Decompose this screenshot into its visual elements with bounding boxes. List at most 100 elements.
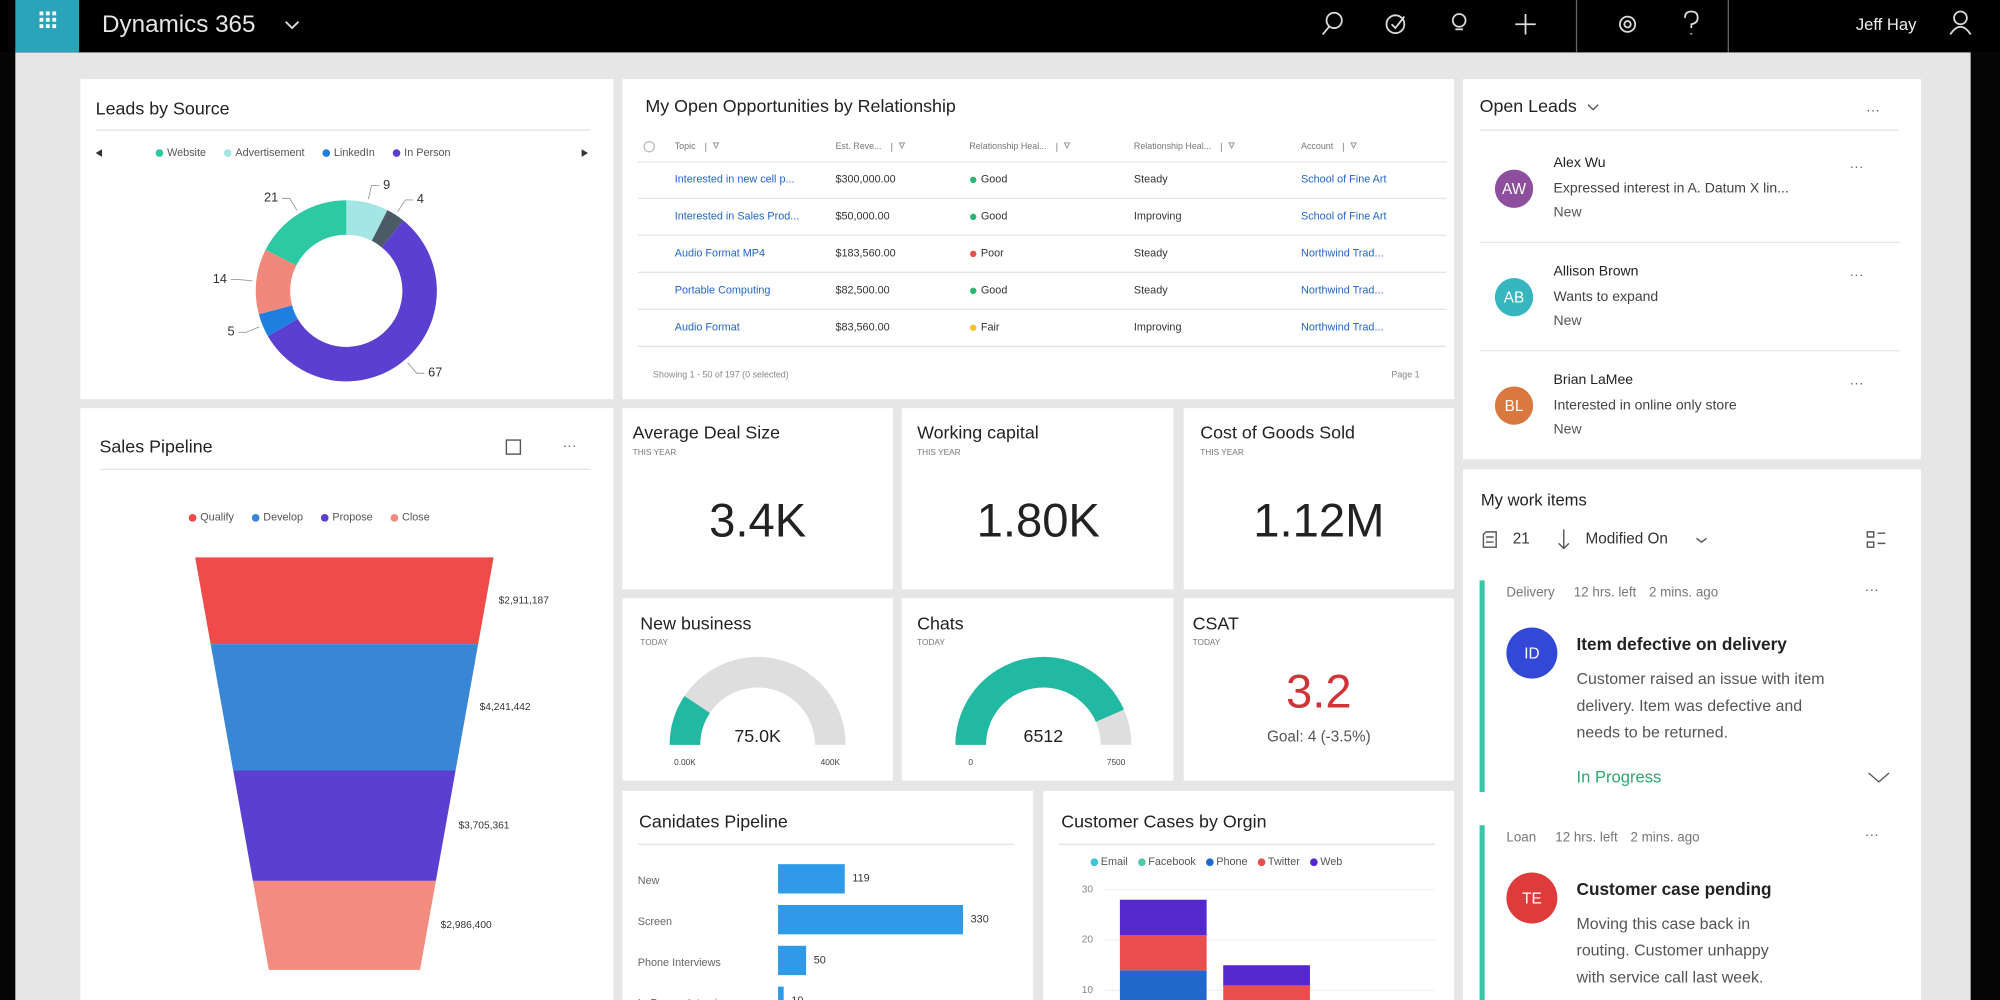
bar xyxy=(778,945,807,976)
more-menu[interactable]: ··· xyxy=(1849,375,1863,391)
user-icon[interactable] xyxy=(1949,10,1972,35)
legend-dot xyxy=(1138,858,1146,867)
sort-icon[interactable] xyxy=(1558,529,1570,550)
item-count: 21 xyxy=(1513,531,1530,548)
link[interactable]: Interested in new cell p... xyxy=(675,174,795,186)
legend-label[interactable]: Close xyxy=(402,512,430,524)
link[interactable]: School of Fine Art xyxy=(1301,211,1386,223)
app-name[interactable]: Dynamics 365 xyxy=(102,11,255,38)
csat-value: 3.2 xyxy=(1286,666,1352,719)
help-icon[interactable] xyxy=(1684,10,1699,35)
legend-label[interactable]: Advertisement xyxy=(235,147,304,159)
link[interactable]: Audio Format xyxy=(675,322,740,334)
select-all[interactable] xyxy=(643,140,655,153)
avatar-initials: AB xyxy=(1504,290,1524,307)
more-menu[interactable]: ··· xyxy=(1849,266,1863,282)
user-name[interactable]: Jeff Hay xyxy=(1856,15,1917,34)
cell: Fair xyxy=(981,322,1000,334)
legend-label[interactable]: Email xyxy=(1101,856,1128,868)
legend-label[interactable]: Website xyxy=(167,147,206,159)
more-menu[interactable]: ··· xyxy=(1865,581,1879,597)
panel xyxy=(901,598,1174,781)
link[interactable]: Northwind Trad... xyxy=(1301,322,1383,334)
item-title[interactable]: Customer case pending xyxy=(1577,879,1772,899)
legend-label[interactable]: Develop xyxy=(263,512,303,524)
task-icon[interactable] xyxy=(1385,14,1406,35)
panel xyxy=(622,79,1455,400)
sort-chevron[interactable] xyxy=(1696,537,1708,543)
panel xyxy=(1183,408,1455,590)
column-header[interactable]: Account xyxy=(1301,141,1334,151)
sort-field[interactable]: Modified On xyxy=(1585,531,1667,548)
leader-line xyxy=(282,197,298,211)
lead-name[interactable]: Allison Brown xyxy=(1554,262,1639,278)
legend-label[interactable]: Qualify xyxy=(200,512,234,524)
column-header[interactable]: Relationship Heal... xyxy=(969,141,1046,151)
panel xyxy=(622,598,893,781)
expand-icon[interactable] xyxy=(505,439,522,455)
leads-chevron[interactable] xyxy=(1587,104,1599,111)
lead-name[interactable]: Brian LaMee xyxy=(1554,371,1634,387)
pager[interactable]: Page 1 xyxy=(1391,369,1419,379)
link[interactable]: School of Fine Art xyxy=(1301,174,1386,186)
link[interactable]: Northwind Trad... xyxy=(1301,248,1383,260)
donut-slice xyxy=(255,249,297,315)
legend-label[interactable]: Twitter xyxy=(1268,856,1300,868)
cell: $300,000.00 xyxy=(835,174,895,186)
cell: Steady xyxy=(1134,248,1168,260)
legend-label[interactable]: Phone xyxy=(1216,856,1247,868)
expand-chevron[interactable] xyxy=(1868,772,1890,783)
panel-title: Sales Pipeline xyxy=(99,436,212,456)
more-menu[interactable]: ··· xyxy=(563,437,577,453)
funnel-segment xyxy=(233,770,456,881)
column-header[interactable]: Relationship Heal... xyxy=(1134,141,1211,151)
panel-subtitle: THIS YEAR xyxy=(633,447,677,457)
legend-label[interactable]: Propose xyxy=(332,512,372,524)
new-icon[interactable] xyxy=(1515,14,1536,35)
top-bar xyxy=(0,0,2000,53)
settings-icon[interactable] xyxy=(1619,15,1637,33)
column-header[interactable]: Est. Reve... xyxy=(835,141,881,151)
y-tick-label: 10 xyxy=(1082,985,1094,996)
y-tick-label: New xyxy=(638,875,660,887)
app-chevron[interactable] xyxy=(285,21,300,30)
legend-label[interactable]: LinkedIn xyxy=(334,147,375,159)
cell: $50,000.00 xyxy=(835,211,889,223)
link[interactable]: Northwind Trad... xyxy=(1301,285,1383,297)
kpi-value: 1.80K xyxy=(977,495,1100,548)
more-menu[interactable]: ··· xyxy=(1849,158,1863,174)
legend-dot xyxy=(188,514,197,522)
legend-label[interactable]: In Person xyxy=(404,147,450,159)
view-icon[interactable] xyxy=(1866,531,1886,548)
panel-title[interactable]: Open Leads xyxy=(1480,96,1577,116)
more-menu[interactable]: ··· xyxy=(1866,102,1880,118)
panel xyxy=(622,408,893,590)
bar-segment xyxy=(1119,935,1207,971)
sort-filter-icon xyxy=(705,142,720,152)
item-description: with service call last week. xyxy=(1576,970,1764,987)
legend-label[interactable]: Facebook xyxy=(1148,856,1196,868)
legend-dot xyxy=(155,149,164,157)
panel-subtitle: TODAY xyxy=(640,637,668,647)
panel-title: My work items xyxy=(1481,491,1587,510)
link[interactable]: Interested in Sales Prod... xyxy=(675,211,800,223)
lead-note: Expressed interest in A. Datum X lin... xyxy=(1554,179,1789,195)
column-header[interactable]: Topic xyxy=(675,141,696,151)
panel xyxy=(901,408,1174,590)
search-icon[interactable] xyxy=(1322,11,1343,36)
item-description: needs to be returned. xyxy=(1577,725,1729,742)
idea-icon[interactable] xyxy=(1451,13,1467,31)
lead-name[interactable]: Alex Wu xyxy=(1554,154,1606,170)
legend-label[interactable]: Web xyxy=(1320,856,1342,868)
cell: Good xyxy=(981,285,1008,297)
link[interactable]: Audio Format MP4 xyxy=(675,248,765,260)
lead-note: Wants to expand xyxy=(1554,288,1659,304)
link[interactable]: Portable Computing xyxy=(675,285,771,297)
item-title[interactable]: Item defective on delivery xyxy=(1577,634,1788,654)
cell: Improving xyxy=(1134,322,1182,334)
more-menu[interactable]: ··· xyxy=(1865,826,1879,842)
legend-dot xyxy=(1310,858,1318,867)
data-label: $3,705,361 xyxy=(458,820,509,831)
bar xyxy=(778,904,964,935)
